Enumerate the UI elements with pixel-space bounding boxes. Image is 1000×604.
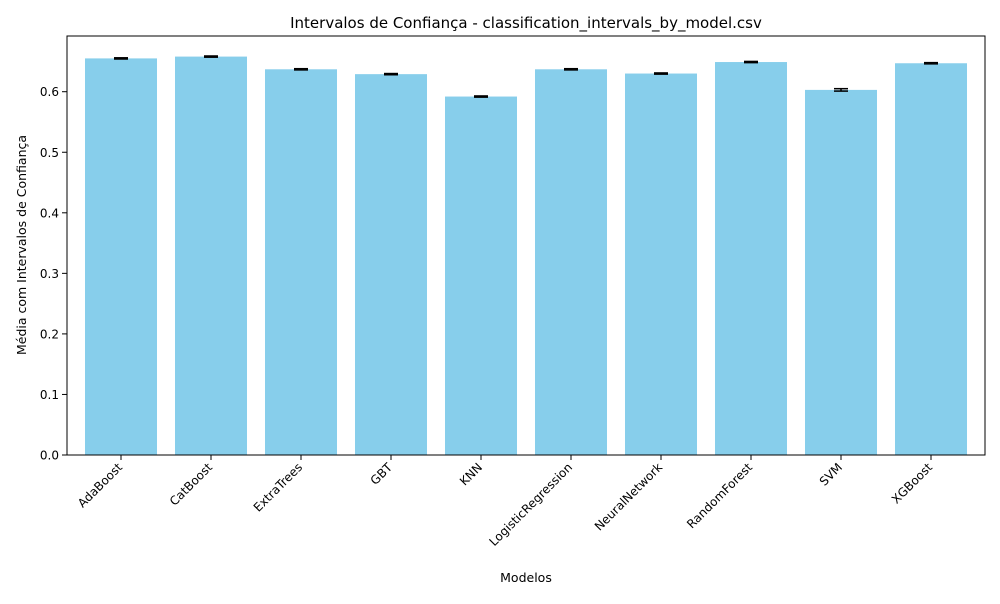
y-tick-label: 0.0 <box>40 449 59 463</box>
bar-gbt <box>355 74 427 456</box>
chart-title: Intervalos de Confiança - classification… <box>290 14 762 33</box>
bar-knn <box>445 96 517 456</box>
bar-logisticregression <box>535 69 607 456</box>
y-tick-label: 0.3 <box>40 267 59 281</box>
bar-neuralnetwork <box>625 73 697 455</box>
bar-svm <box>805 89 877 455</box>
bar-catboost <box>175 56 247 456</box>
y-tick-label: 0.4 <box>40 206 59 220</box>
bar-extratrees <box>265 69 337 456</box>
bar-adaboost <box>85 58 157 456</box>
y-tick-label: 0.2 <box>40 327 59 341</box>
y-tick-label: 0.6 <box>40 85 59 99</box>
y-tick-label: 0.1 <box>40 388 59 402</box>
y-tick-label: 0.5 <box>40 146 59 160</box>
bar-randomforest <box>715 62 787 455</box>
y-axis-label: Média com Intervalos de Confiança <box>14 135 29 355</box>
x-axis-label: Modelos <box>500 570 552 585</box>
axes-frame <box>66 35 986 456</box>
bar-xgboost <box>895 63 967 455</box>
